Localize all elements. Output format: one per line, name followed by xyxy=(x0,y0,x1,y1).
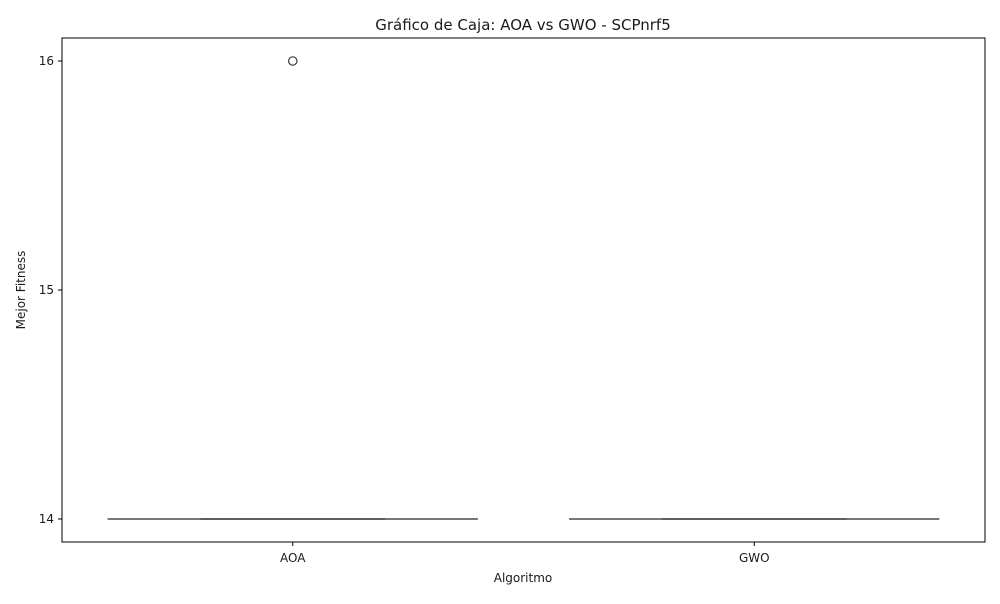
x-tick-label: AOA xyxy=(280,551,306,565)
y-axis-label: Mejor Fitness xyxy=(14,251,28,330)
x-tick-label: GWO xyxy=(739,551,770,565)
x-axis-label: Algoritmo xyxy=(494,571,553,585)
y-tick-label: 14 xyxy=(39,512,54,526)
plot-area-frame xyxy=(62,38,985,542)
y-tick-label: 16 xyxy=(39,54,54,68)
x-axis: AOA GWO xyxy=(280,542,770,565)
y-tick-label: 15 xyxy=(39,283,54,297)
y-axis: 14 15 16 xyxy=(39,54,62,526)
box-aoa xyxy=(108,57,477,519)
chart-title: Gráfico de Caja: AOA vs GWO - SCPnrf5 xyxy=(375,16,671,34)
outlier-point xyxy=(289,57,297,65)
box-series xyxy=(108,57,939,519)
